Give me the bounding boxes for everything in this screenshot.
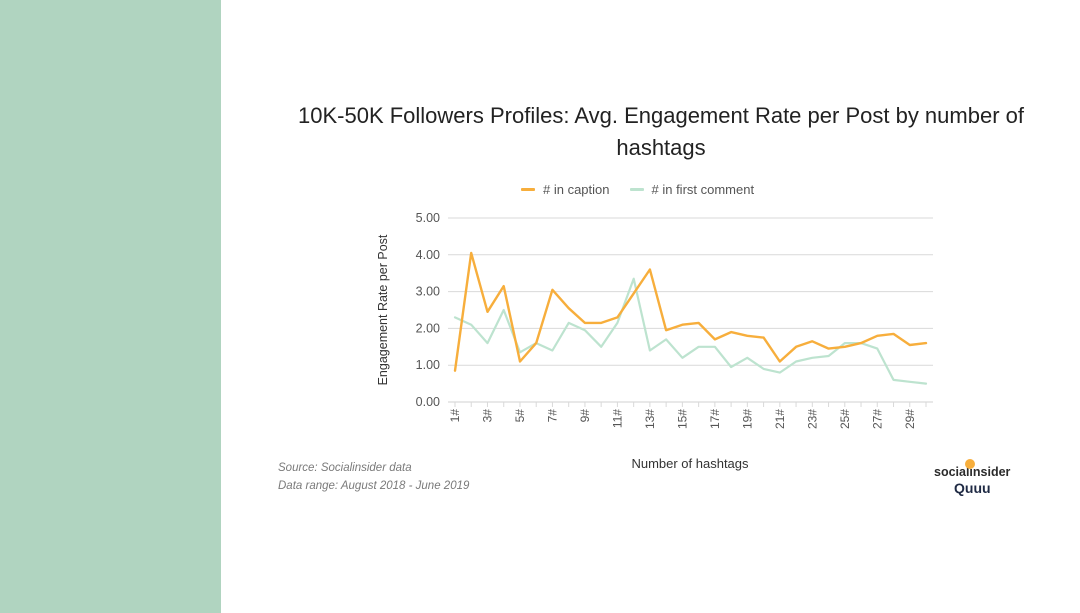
brand-logos: socialinsider Quuu xyxy=(934,459,1011,496)
legend-item-first-comment: # in first comment xyxy=(629,181,755,197)
y-tick-label: 0.00 xyxy=(416,395,440,409)
source-note: Source: Socialinsider data Data range: A… xyxy=(278,459,469,495)
y-tick-label: 4.00 xyxy=(416,248,440,262)
x-tick-label: 17# xyxy=(708,409,722,429)
x-tick-label: 15# xyxy=(675,409,689,429)
x-axis-title: Number of hashtags xyxy=(631,456,749,471)
x-tick-label: 11# xyxy=(610,409,624,428)
socialinsider-logo-text: socialinsider xyxy=(934,465,1011,479)
legend-item-caption: # in caption xyxy=(521,182,610,197)
x-tick-label: 1# xyxy=(448,409,462,423)
slide: 10K-50K Followers Profiles: Avg. Engagem… xyxy=(221,0,1080,613)
x-tick-label: 25# xyxy=(838,409,852,429)
x-tick-label: 7# xyxy=(545,409,559,423)
legend-swatch-caption xyxy=(521,187,535,191)
x-tick-label: 21# xyxy=(773,409,787,429)
legend-label-first-comment: # in first comment xyxy=(651,181,755,197)
chart-title: 10K-50K Followers Profiles: Avg. Engagem… xyxy=(298,103,1024,160)
y-tick-label: 1.00 xyxy=(416,358,440,372)
x-tick-label: 13# xyxy=(643,409,657,429)
x-tick-label: 29# xyxy=(903,409,917,429)
x-tick-label: 3# xyxy=(480,409,494,423)
legend-swatch-first-comment xyxy=(629,187,644,191)
series-line-first-comment xyxy=(453,277,928,385)
y-tick-label: 3.00 xyxy=(416,285,440,299)
x-tick-label: 23# xyxy=(805,409,819,429)
y-tick-label: 5.00 xyxy=(416,211,440,225)
sidebar-panel xyxy=(0,0,221,613)
chart-legend: # in caption # in first comment xyxy=(521,180,774,198)
legend-label-caption: # in caption xyxy=(543,181,610,197)
x-tick-label: 9# xyxy=(578,409,592,423)
socialinsider-logo-dot xyxy=(965,459,975,469)
socialinsider-logo: socialinsider xyxy=(934,459,1011,479)
line-chart: 0.00 1.00 2.00 3.00 4.00 5.00 1# 3# 5# 7# 9# 11# 13#… xyxy=(376,211,933,471)
x-tick-label: 19# xyxy=(740,409,754,429)
y-tick-label: 2.00 xyxy=(416,321,440,335)
series-line-caption xyxy=(453,251,928,372)
source-line: Source: Socialinsider data xyxy=(278,462,412,474)
y-axis-title: Engagement Rate per Post xyxy=(376,234,390,385)
x-tick-label: 27# xyxy=(870,409,884,429)
data-range-line: Data range: August 2018 - June 2019 xyxy=(278,480,470,492)
quuu-logo: Quuu xyxy=(954,480,991,496)
x-tick-label: 5# xyxy=(513,409,527,423)
